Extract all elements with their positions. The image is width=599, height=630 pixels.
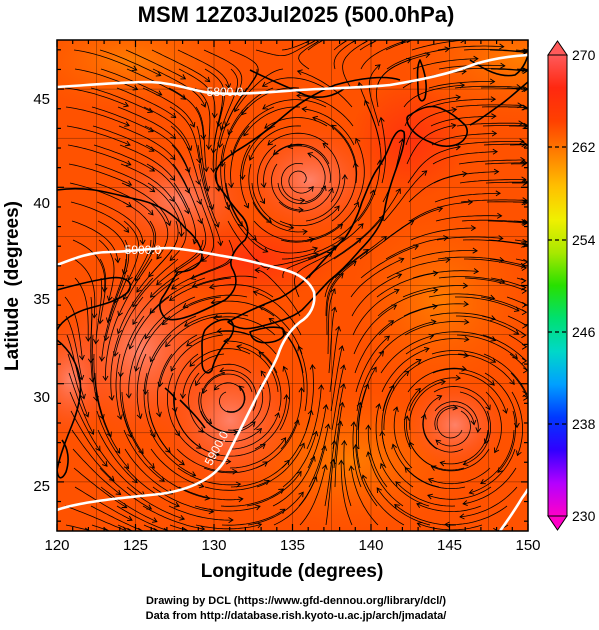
contour-label: 5800.0: [207, 85, 244, 99]
credit-drawing: Drawing by DCL (https://www.gfd-dennou.o…: [146, 595, 446, 607]
colorbar-bottom-arrow: [548, 516, 567, 530]
x-tick-label: 145: [437, 537, 462, 554]
y-tick-label: 25: [33, 478, 50, 495]
colorbar-label: 238: [572, 416, 596, 432]
x-tick-label: 130: [201, 537, 226, 554]
plot-area: 5800.0 5900.0 5900.0: [20, 0, 599, 534]
y-tick-label: 30: [33, 389, 50, 406]
y-tick-label: 40: [33, 195, 50, 212]
x-tick-label: 135: [280, 537, 305, 554]
contour-label: 5900.0: [125, 243, 162, 257]
x-axis-label: Longitude (degrees): [201, 561, 384, 582]
x-tick-label: 140: [358, 537, 383, 554]
y-axis-label: Latitude (degrees): [2, 201, 23, 371]
field-patch: [160, 350, 300, 490]
x-tick-labels: 120 125 130 135 140 145 150: [44, 537, 540, 554]
colorbar-label: 270: [572, 47, 596, 63]
colorbar-top-arrow: [548, 41, 567, 55]
map-title: MSM 12Z03Jul2025 (500.0hPa): [138, 2, 455, 27]
x-tick-label: 150: [515, 537, 540, 554]
colorbar-labels: 270 262 254 246 238 230: [572, 47, 596, 524]
colorbar-label: 262: [572, 139, 596, 155]
colorbar-label: 254: [572, 232, 596, 248]
colorbar-label: 230: [572, 508, 596, 524]
colorbar-gradient: [548, 55, 567, 516]
colorbar-label: 246: [572, 324, 596, 340]
credit-data: Data from http://database.rish.kyoto-u.a…: [146, 610, 447, 622]
colorbar: 270 262 254 246 238 230: [548, 41, 596, 530]
field-patch: [30, 320, 110, 440]
x-tick-label: 120: [44, 537, 69, 554]
field-patch: [350, 210, 530, 390]
y-tick-label: 35: [33, 291, 50, 308]
field-patch: [405, 380, 505, 470]
y-tick-label: 45: [33, 91, 50, 108]
x-tick-label: 125: [123, 537, 148, 554]
y-tick-labels: 25 30 35 40 45: [33, 91, 50, 495]
